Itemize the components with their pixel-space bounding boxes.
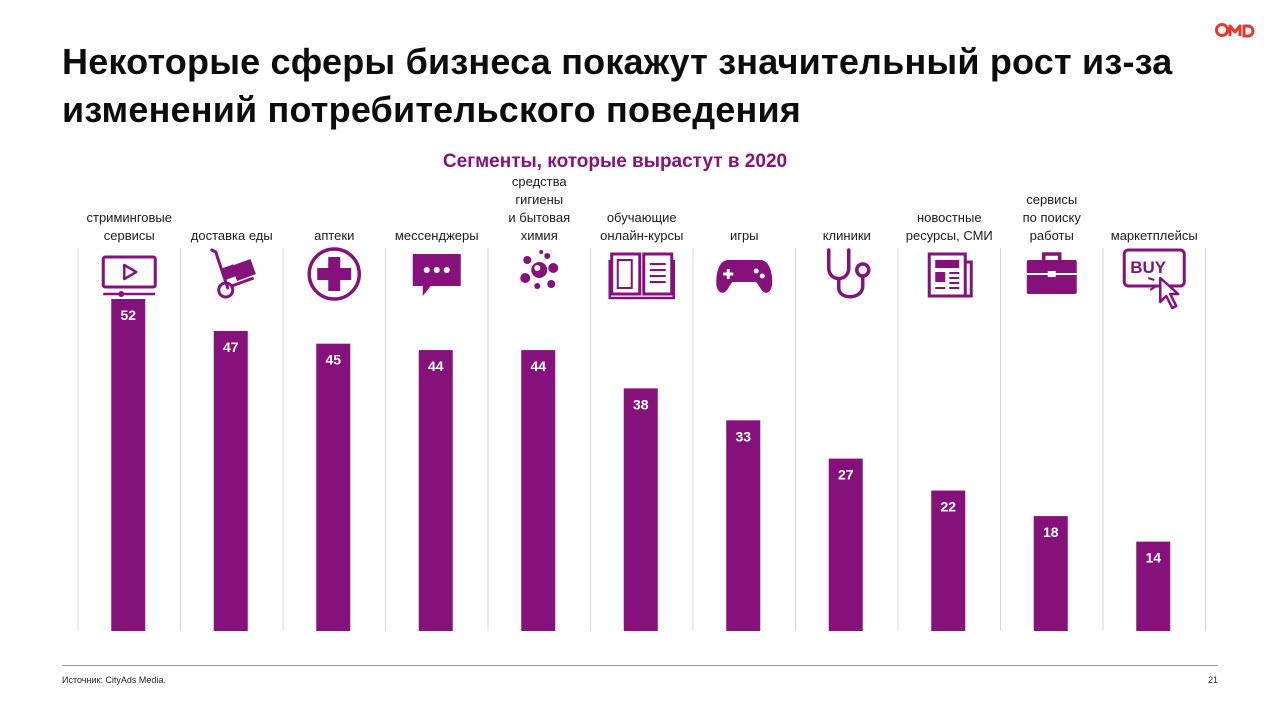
briefcase-icon [1026,252,1077,294]
footer-divider [62,665,1218,666]
bar [213,330,248,631]
bar [1136,541,1171,631]
bar [521,350,556,631]
category-label: игры [730,228,759,243]
page-title: Некоторые сферы бизнеса покажут значител… [62,41,1173,130]
category-label: аптеки [314,228,354,243]
chat-bubble-icon [412,254,461,296]
source-note: Источник: CityAds Media. [62,675,166,685]
bar [828,458,863,631]
open-book-icon [608,252,675,300]
hand-truck-icon [210,248,256,299]
category-label: клиники [823,228,871,243]
category-label: мессенджеры [395,228,479,243]
data-label: 44 [428,358,444,374]
category-label: новостные ресурсы, СМИ [906,210,993,243]
bar [726,420,761,631]
bar [418,350,453,631]
omd-logo [1215,23,1255,38]
category-label: стриминговые сервисы [87,210,173,243]
pharmacy-cross-icon [307,247,361,301]
gamepad-icon [716,260,773,293]
category-label: сервисы по поиску работы [1023,192,1082,243]
bar [931,490,966,631]
bubbles-icon [520,250,559,289]
data-label: 27 [838,467,854,483]
bar [1033,516,1068,631]
chart-title: Сегменты, которые вырастут в 2020 [442,151,788,172]
data-label: 14 [1145,550,1161,566]
category-label: доставка еды [191,228,273,243]
category-label: средства гигиены и бытовая химия [508,174,570,243]
data-label: 33 [735,428,751,444]
bar [111,299,146,631]
data-label: 38 [633,396,649,412]
newspaper-icon [927,252,973,298]
category-label: обучающие онлайн-курсы [600,210,683,243]
data-label: 45 [325,352,341,368]
data-label: 22 [940,499,956,515]
bar [316,343,351,631]
category-label: маркетплейсы [1111,228,1198,243]
data-label: 18 [1043,524,1059,540]
data-label: 52 [120,307,136,323]
video-play-icon [101,255,157,297]
data-label: 47 [223,339,239,355]
bar [623,388,658,631]
data-label: 44 [530,358,546,374]
svg-text:BUY: BUY [1130,258,1167,277]
page-number: 21 [1207,675,1218,685]
buy-click-icon: BUY [1122,248,1186,310]
stethoscope-icon [827,248,871,299]
